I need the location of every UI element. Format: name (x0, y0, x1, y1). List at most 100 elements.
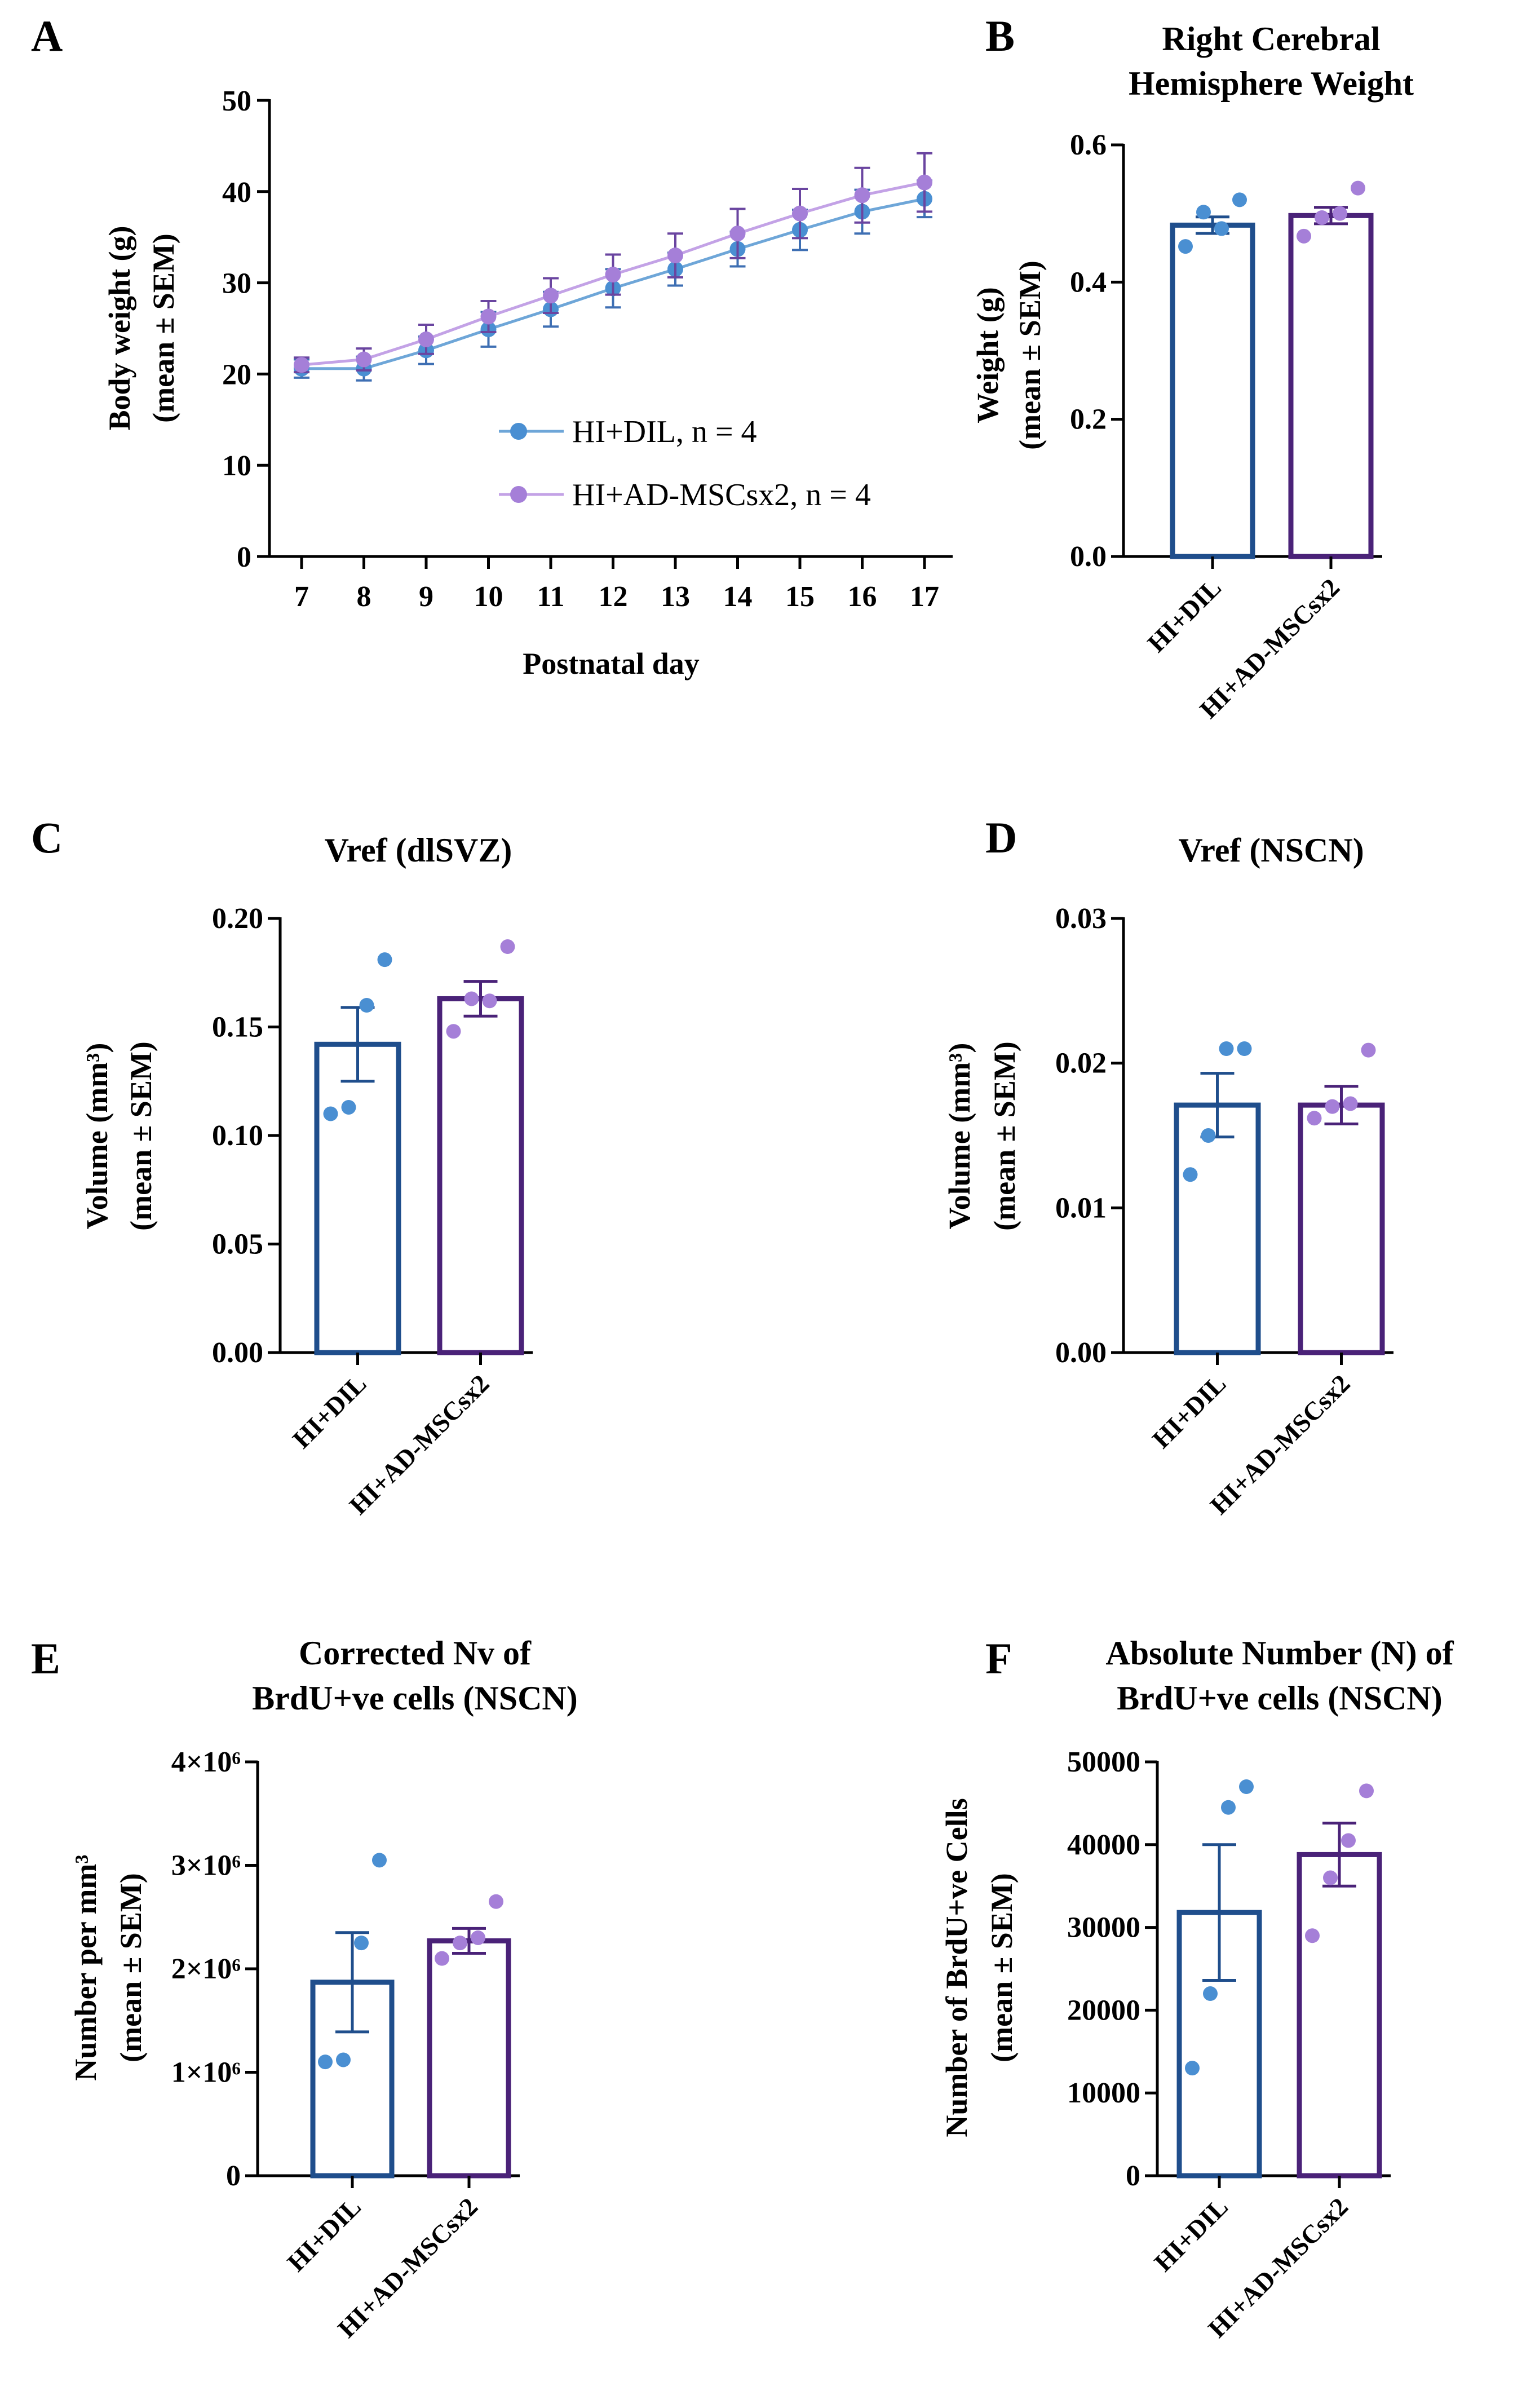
data-point (1307, 1111, 1322, 1126)
y-tick-label: 50 (222, 85, 251, 117)
panel-a-chart: A 0 10 20 30 40 50 7 8 9 10 11 12 13 14 15 16 17 Postnatal… (31, 11, 953, 681)
y-axis-label: (mean ± SEM) (985, 1873, 1019, 2062)
data-point (435, 1951, 449, 1966)
data-point (854, 187, 870, 204)
y-tick-label: 20 (222, 359, 251, 391)
x-tick-label: 11 (537, 581, 564, 613)
x-category-label: HI+DIL (1149, 2192, 1233, 2277)
panel-letter-f: F (985, 1634, 1012, 1683)
x-tick-label: 16 (848, 581, 877, 613)
legend-entry: HI+AD-MSCsx2, n = 4 (572, 478, 871, 512)
data-point (453, 1936, 467, 1951)
bar (1170, 222, 1255, 559)
y-axis-label: (mean ± SEM) (147, 233, 180, 423)
data-point (1203, 1986, 1218, 2001)
chart-title: Vref (NSCN) (1178, 832, 1364, 869)
bar (1288, 213, 1374, 559)
bar (314, 1041, 401, 1355)
data-point (294, 357, 309, 373)
data-point (1297, 228, 1311, 244)
chart-title: Vref (dlSVZ) (325, 832, 512, 869)
x-tick-label: 10 (474, 581, 503, 613)
legend: HI+DIL, n = 4 HI+AD-MSCsx2, n = 4 (499, 414, 871, 512)
data-point (792, 205, 808, 222)
panel-d-chart: D Vref (NSCN) 0.00 0.01 0.02 0.03 Volume (mm³)… (943, 813, 1393, 1520)
data-point (1214, 221, 1229, 236)
y-tick-label: 20000 (1067, 1994, 1140, 2026)
data-point (1196, 205, 1211, 220)
panel-letter-d: D (985, 813, 1017, 862)
data-point (489, 1894, 503, 1909)
y-tick-label: 0.0 (1070, 541, 1107, 573)
y-tick-label: 2×10⁶ (171, 1953, 241, 1985)
data-point (1325, 1099, 1340, 1114)
y-axis-label: Volume (mm³) (943, 1043, 976, 1230)
y-axis-label: (mean ± SEM) (1013, 260, 1047, 450)
data-point (318, 2054, 333, 2070)
x-axis-label: Postnatal day (523, 647, 700, 681)
data-point (354, 1936, 369, 1951)
y-tick-label: 40000 (1067, 1829, 1140, 1861)
data-point (471, 1930, 485, 1945)
data-point (1178, 239, 1193, 254)
data-point (1232, 192, 1247, 207)
data-point (482, 993, 497, 1009)
y-tick-label: 0.10 (212, 1120, 263, 1152)
y-tick-label: 0.15 (212, 1011, 263, 1044)
y-tick-label: 4×10⁶ (171, 1746, 241, 1778)
panel-letter-a: A (31, 11, 63, 60)
chart-title: Right Cerebral (1162, 20, 1380, 58)
data-point (917, 174, 932, 191)
data-point (1359, 1783, 1374, 1799)
data-point (605, 267, 621, 283)
y-tick-label: 0.01 (1055, 1192, 1107, 1224)
legend-entry: HI+DIL, n = 4 (572, 414, 757, 449)
y-tick-label: 0 (226, 2160, 241, 2192)
data-point (1361, 1042, 1376, 1058)
x-tick-label: 7 (294, 581, 309, 613)
x-category-label: HI+DIL (287, 1369, 371, 1453)
chart-title: Absolute Number (N) of (1105, 1634, 1454, 1672)
x-tick-label: 17 (910, 581, 939, 613)
data-point (480, 308, 497, 325)
y-tick-label: 30000 (1067, 1912, 1140, 1944)
data-point (543, 288, 559, 304)
x-category-label: HI+DIL (1142, 573, 1227, 657)
panel-c-chart: C Vref (dlSVZ) 0.00 0.05 0.10 0.15 0.20 Volume … (31, 813, 533, 1520)
legend-marker (510, 486, 527, 503)
data-point (1315, 210, 1329, 225)
data-point (418, 331, 434, 347)
panel-f-chart: F Absolute Number (N) of BrdU+ve cells (NS… (940, 1634, 1454, 2343)
y-tick-label: 0.05 (212, 1229, 263, 1261)
data-point (1221, 1800, 1236, 1815)
y-tick-label: 10000 (1067, 2077, 1140, 2109)
y-tick-label: 0 (237, 541, 251, 573)
data-point (1237, 1041, 1252, 1056)
data-point (1305, 1928, 1320, 1943)
data-point (500, 939, 515, 955)
data-point (1333, 206, 1347, 221)
y-tick-label: 0.6 (1070, 129, 1107, 161)
x-category-label: HI+DIL (1147, 1369, 1231, 1453)
data-point (372, 1853, 387, 1868)
x-tick-label: 8 (357, 581, 371, 613)
data-point (377, 952, 392, 967)
data-point (1239, 1779, 1254, 1795)
y-axis-label: Number of BrdU+ve Cells (940, 1798, 974, 2137)
y-tick-label: 0.20 (212, 903, 263, 935)
bar (437, 996, 524, 1355)
data-point (446, 1024, 461, 1039)
y-axis-label: Weight (g) (971, 287, 1005, 423)
data-point (1343, 1096, 1358, 1111)
data-point (1185, 2061, 1200, 2076)
y-axis-label: Body weight (g) (103, 226, 136, 431)
x-tick-label: 9 (419, 581, 433, 613)
y-tick-label: 3×10⁶ (171, 1850, 241, 1882)
y-tick-label: 0.00 (212, 1337, 263, 1369)
bar (427, 1938, 511, 2179)
data-point (356, 351, 372, 368)
data-point (323, 1106, 338, 1121)
y-axis-label: (mean ± SEM) (988, 1041, 1021, 1231)
x-tick-label: 14 (723, 581, 753, 613)
legend-marker (510, 423, 527, 440)
